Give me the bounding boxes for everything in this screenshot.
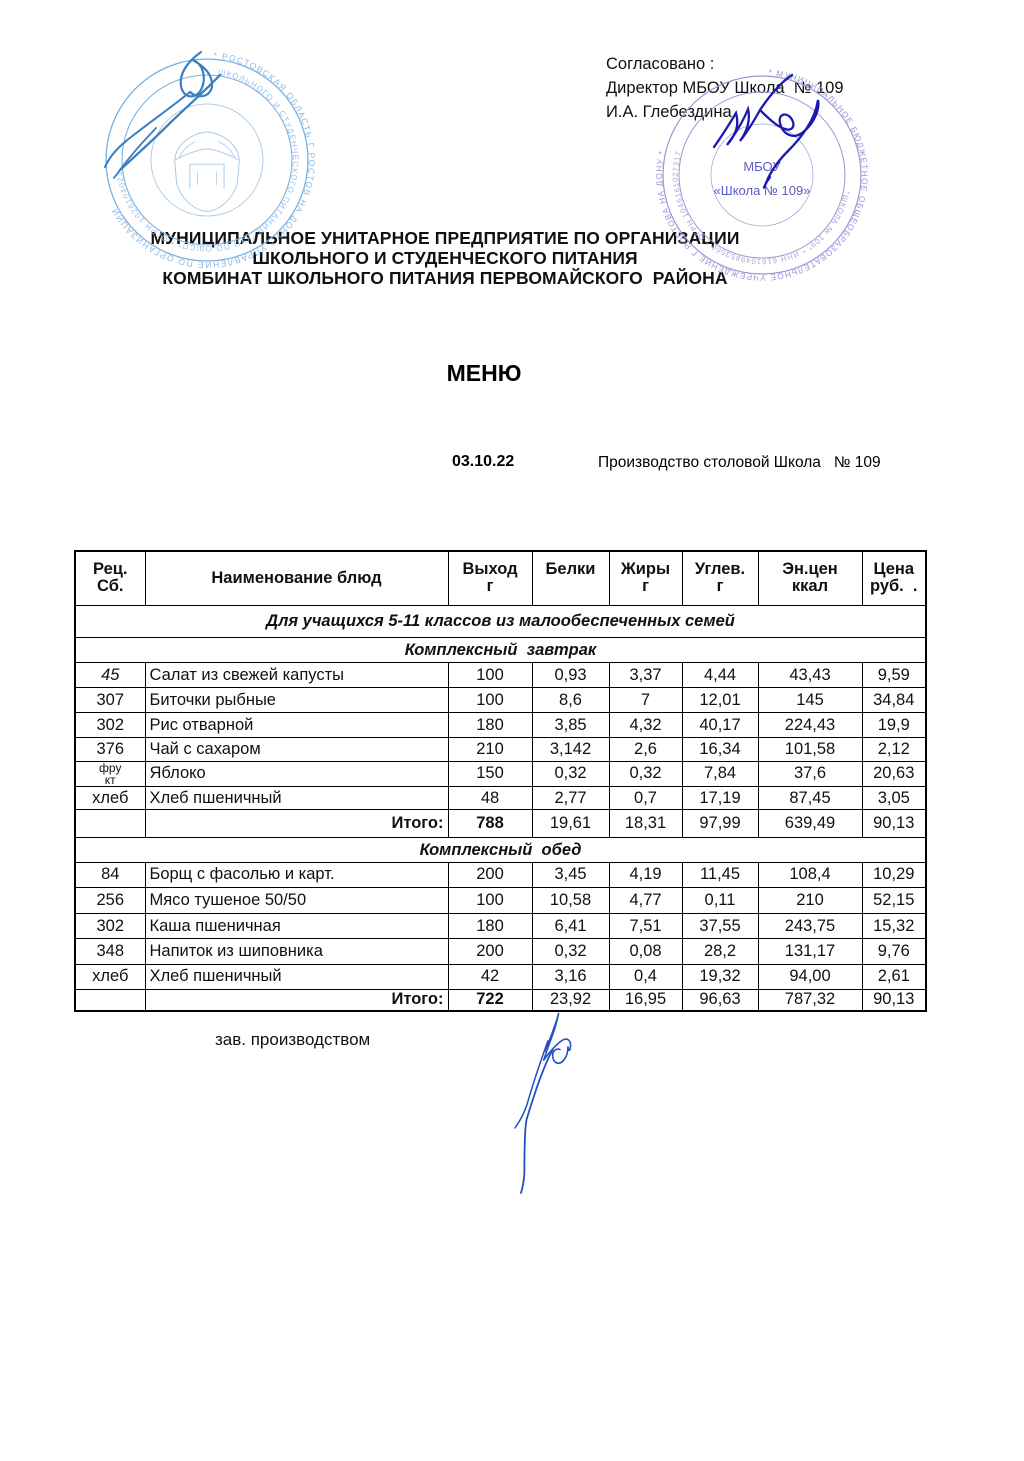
svg-text:«Школа № 109»: «Школа № 109»: [714, 183, 811, 198]
svg-text:* МУНИЦИПАЛЬНОЕ БЮДЖЕТНОЕ ОБЩЕ: * МУНИЦИПАЛЬНОЕ БЮДЖЕТНОЕ ОБЩЕОБРАЗОВАТЕ…: [654, 67, 870, 283]
